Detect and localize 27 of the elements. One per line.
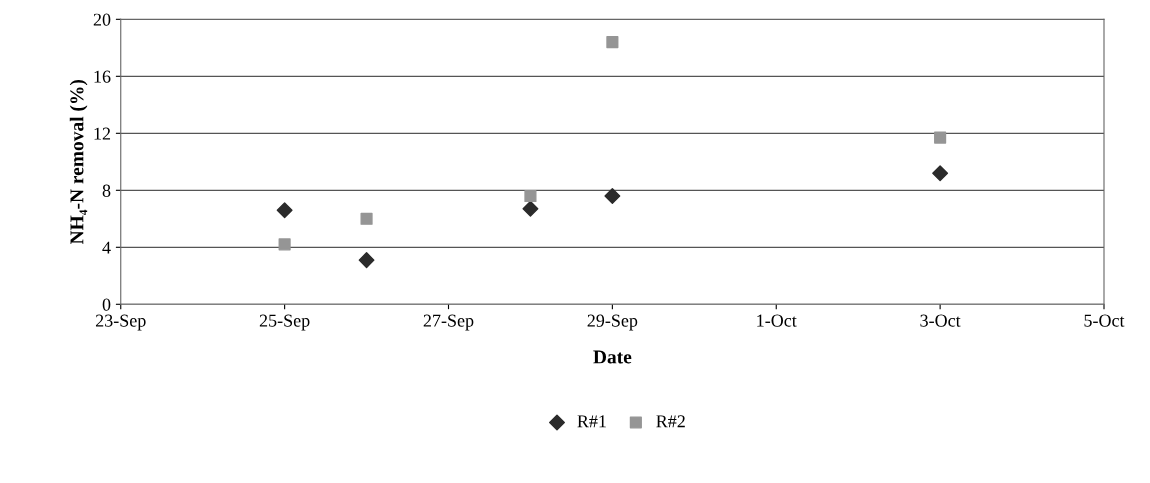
x-tick-label: 1-Oct [757,314,797,327]
point [606,36,619,49]
point [276,202,293,219]
point [358,252,375,269]
x-tick-label: 5-Oct [1084,314,1125,327]
x-tick-label: 29-Sep [587,314,638,331]
point [522,200,539,217]
y-tick-label: 12 [94,127,111,140]
point [604,188,621,204]
legend-label: R#2 [656,415,685,428]
y-tick-label: 16 [94,70,111,83]
point [934,131,947,144]
y-axis-title: NH₄-N removal (%) [69,80,88,245]
x-tick-label: 25-Sep [259,314,310,331]
point [932,165,949,182]
point [278,238,291,251]
x-tick-label: 27-Sep [423,314,474,331]
legend-label: R#1 [577,415,606,428]
y-tick-label: 4 [102,241,111,254]
y-tick-label: 0 [102,298,111,311]
y-tick-label: 20 [93,13,111,26]
x-tick-label: 3-Oct [920,314,961,327]
y-tick-label: 8 [102,184,111,197]
x-axis-title: Date [593,350,632,364]
x-tick-label: 23-Sep [95,314,146,331]
point [360,212,373,225]
point [524,189,537,203]
